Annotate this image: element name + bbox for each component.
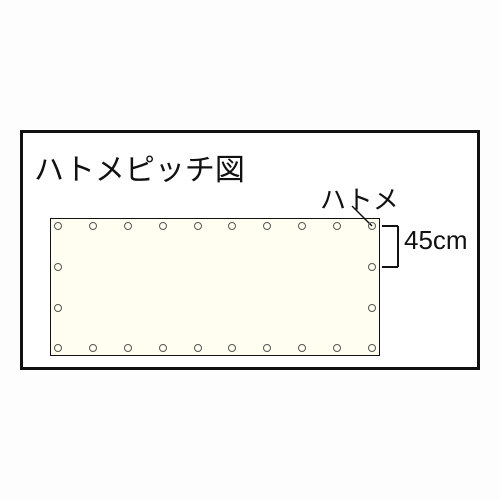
grommet-icon [368, 304, 376, 312]
grommet-icon [89, 344, 97, 352]
grommet-icon [89, 222, 97, 230]
grommet-icon [368, 222, 376, 230]
grommet-icon [159, 344, 167, 352]
diagram-stage: ハトメピッチ図 ハトメ 45cm [0, 0, 500, 500]
grommet-icon [368, 263, 376, 271]
grommet-icon [194, 222, 202, 230]
grommet-icon [54, 263, 62, 271]
grommet-icon [124, 344, 132, 352]
grommet-icon [54, 344, 62, 352]
grommet-icon [159, 222, 167, 230]
grommet-icon [54, 222, 62, 230]
grommet-icon [368, 344, 376, 352]
grommet-icon [124, 222, 132, 230]
grommet-icon [54, 304, 62, 312]
grommet-icon [194, 344, 202, 352]
overlay-svg [0, 0, 500, 500]
